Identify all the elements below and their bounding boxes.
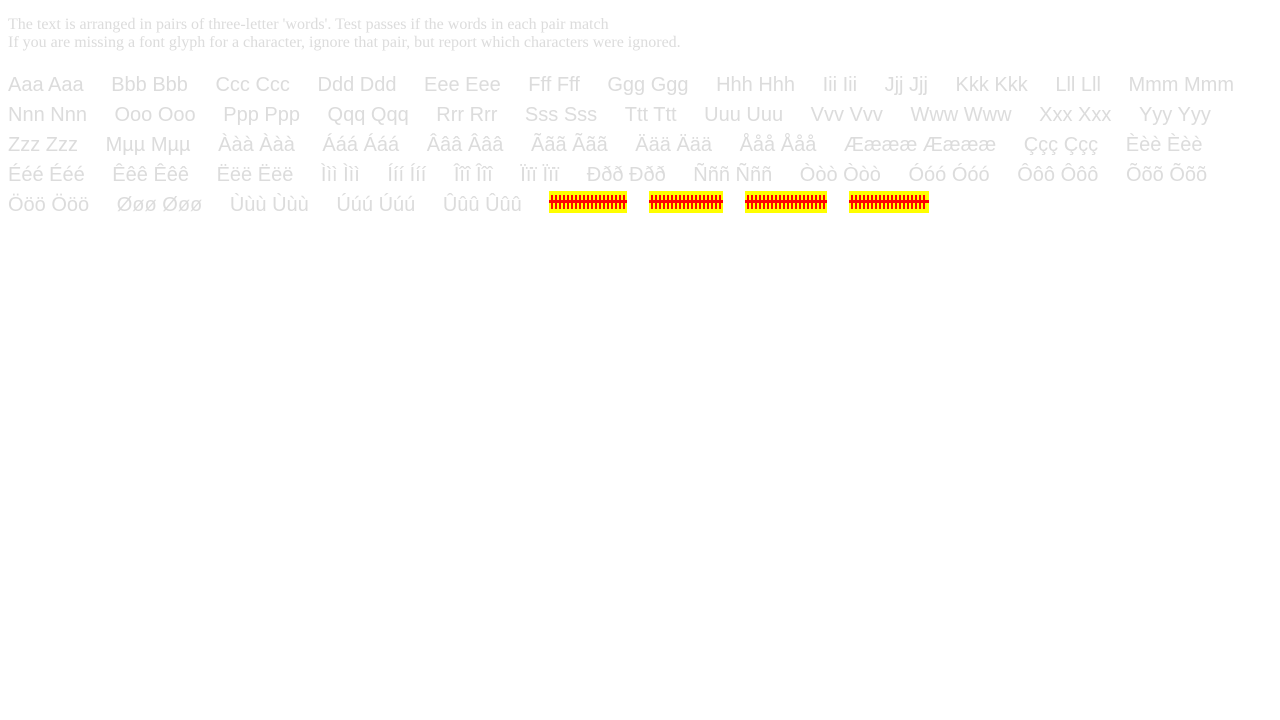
instruction-line-1: The text is arranged in pairs of three-l… [8,16,609,33]
glyph-pair: Qqq Qqq [327,104,409,126]
instruction-line-2: If you are missing a font glyph for a ch… [8,34,681,51]
glyph-pair: Fff Fff [528,74,580,96]
glyph-pair: Ttt Ttt [624,104,677,126]
mismatch-pair: Üüü Üüü [549,191,628,213]
glyph-pair: Xxx Xxx [1039,104,1112,126]
glyph-pair: Ééé Ééé [8,164,85,186]
glyph-pair: Zzz Zzz [8,134,78,156]
glyph-pair: Eee Eee [424,74,501,96]
glyph-pair: Ùùù Ùùù [229,194,309,216]
glyph-pair: Ììì Ììì [320,164,360,186]
glyph-pair: Ggg Ggg [607,74,689,96]
glyph-pairs: Aaa Aaa Bbb Bbb Ccc Ccc Ddd Ddd Eee Eee … [8,70,1272,220]
glyph-pair: Äää Äää [635,134,713,156]
glyph-pair: Www Www [910,104,1012,126]
glyph-pair: Kkk Kkk [955,74,1028,96]
glyph-pair: Nnn Nnn [8,104,87,126]
glyph-pair: Ððð Ððð [586,164,666,186]
glyph-pair: Ôôô Ôôô [1017,164,1099,186]
instructions: The text is arranged in pairs of three-l… [8,16,1272,52]
glyph-pair: Mmm Mmm [1128,74,1234,96]
glyph-pair: Ëëë Ëëë [216,164,294,186]
glyph-pair: Ooo Ooo [114,104,196,126]
glyph-pair: Aaa Aaa [8,74,84,96]
glyph-pair: Èèè Èèè [1125,134,1203,156]
glyph-pair: Âââ Âââ [426,134,504,156]
glyph-pair: Ããã Ããã [531,134,608,156]
glyph-pair: Iii Iii [822,74,858,96]
glyph-pair: Jjj Jjj [884,74,928,96]
glyph-pair: Ccc Ccc [215,74,290,96]
glyph-pair: Ïïï Ïïï [520,164,560,186]
mismatch-pair: Ýýý Ýýý [649,191,724,213]
glyph-pair: Ûûû Ûûû [442,194,522,216]
glyph-pair: Lll Lll [1055,74,1101,96]
glyph-pair: Vvv Vvv [810,104,883,126]
glyph-pair: Øøø Øøø [116,194,203,216]
glyph-pair: Mµµ Mµµ [105,134,191,156]
glyph-pair: Ööö Ööö [8,194,90,216]
glyph-pair: Ààà Ààà [218,134,295,156]
glyph-pair: Hhh Hhh [716,74,796,96]
glyph-pair: Ææææ Ææææ [843,134,997,156]
glyph-pair: Úúú Úúú [336,194,416,216]
glyph-pair: Rrr Rrr [436,104,498,126]
glyph-pair: Óóó Óóó [908,164,990,186]
test-page: The text is arranged in pairs of three-l… [0,0,1280,228]
glyph-pair: Ççç Ççç [1023,134,1099,156]
glyph-pair: Ááá Ááá [322,134,400,156]
glyph-pair: Îîî Îîî [453,164,493,186]
glyph-pair: Õõõ Õõõ [1125,164,1208,186]
glyph-pair: Uuu Uuu [704,104,784,126]
glyph-pair: Êêê Êêê [112,164,190,186]
glyph-pair: Ííí Ííí [387,164,427,186]
glyph-pair: Ddd Ddd [317,74,397,96]
glyph-pair: Yyy Yyy [1138,104,1211,126]
mismatch-pair: ÿÿÿ Ÿÿÿ [849,191,930,213]
glyph-pair: Bbb Bbb [111,74,188,96]
glyph-pair: Sss Sss [524,104,598,126]
glyph-pair: Ppp Ppp [223,104,300,126]
glyph-pair: Òòò Òòò [799,164,881,186]
mismatch-pair: Þþþ Þþþ [745,191,828,213]
glyph-pair: Ñññ Ñññ [693,164,773,186]
glyph-pair: Ååå Ååå [739,134,817,156]
